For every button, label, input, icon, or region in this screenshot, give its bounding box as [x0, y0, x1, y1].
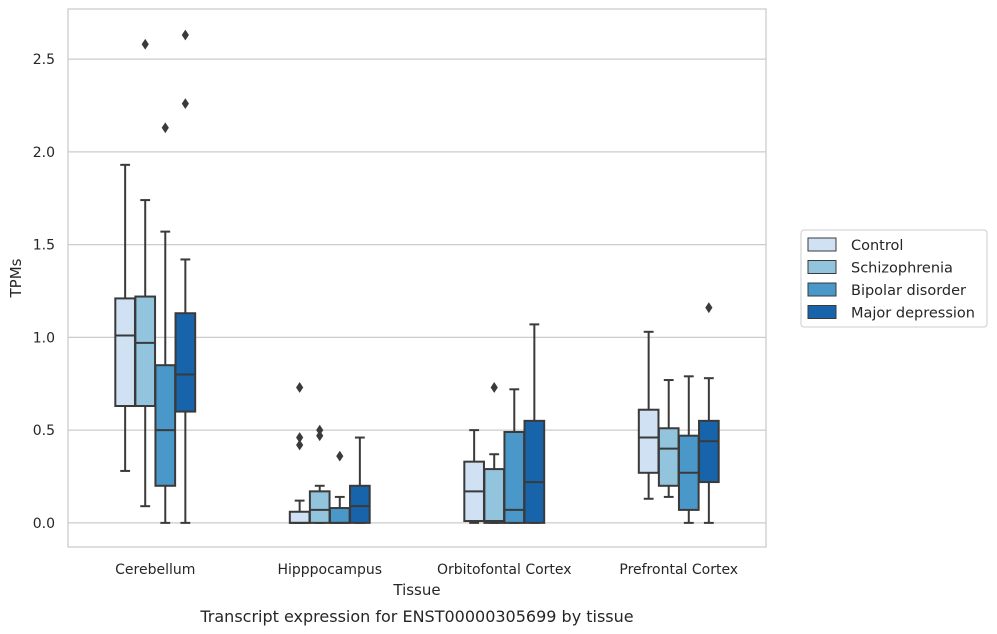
- y-tick-label: 2.0: [33, 145, 55, 161]
- outlier-point: [336, 450, 344, 462]
- legend-swatch: [807, 282, 837, 297]
- outlier-point: [316, 424, 324, 436]
- outlier-point: [181, 29, 189, 41]
- y-tick-labels: 0.0 0.5 1.0 1.5 2.0 2.5: [33, 52, 55, 532]
- box-group: [657, 379, 680, 498]
- y-tick-label: 1.0: [33, 330, 55, 346]
- box-group: [637, 330, 660, 500]
- legend-label: Schizophrenia: [851, 261, 953, 277]
- box-group: [134, 38, 157, 508]
- box-layer: [114, 29, 720, 524]
- legend-label: Bipolar disorder: [851, 283, 966, 299]
- legend-swatch: [807, 305, 837, 319]
- box: [134, 295, 157, 408]
- x-tick-labels: Cerebellum Hipppocampus Orbitofontal Corte…: [115, 562, 738, 578]
- legend-frame: [800, 229, 988, 328]
- outlier-point: [296, 382, 304, 393]
- y-tick-label: 0.0: [33, 516, 55, 532]
- x-axis-label: Tissue: [392, 581, 440, 599]
- outlier-point: [141, 38, 149, 50]
- box-group: [698, 302, 720, 524]
- box: [349, 484, 371, 524]
- box-group: [114, 163, 136, 472]
- x-tick-label: Cerebellum: [115, 562, 195, 578]
- x-tick-label: Orbitofontal Cortex: [437, 562, 572, 578]
- figure-caption: Transcript expression for ENST0000030569…: [199, 607, 633, 626]
- box: [328, 507, 351, 524]
- box: [657, 427, 680, 487]
- outlier-point: [161, 122, 169, 134]
- box-group: [503, 388, 526, 524]
- legend-swatch: [807, 260, 837, 274]
- box-group: [308, 424, 331, 524]
- box-group: [154, 122, 177, 524]
- box-group: [483, 382, 506, 524]
- box: [154, 364, 177, 487]
- outlier-point: [490, 382, 498, 393]
- box-group: [328, 450, 351, 524]
- outlier-point: [705, 302, 713, 314]
- box: [114, 297, 136, 408]
- x-tick-label: Prefrontal Cortex: [619, 562, 738, 578]
- legend: Control Schizophrenia Bipolar disorder Majo…: [800, 229, 988, 328]
- box-group: [463, 429, 485, 524]
- plot-frame: [67, 8, 767, 548]
- box: [308, 490, 331, 524]
- box: [288, 510, 311, 524]
- legend-label: Major depression: [851, 306, 975, 322]
- box-group: [288, 382, 311, 524]
- box: [523, 419, 546, 524]
- y-tick-label: 2.5: [33, 52, 55, 68]
- y-axis-label: TPMs: [7, 258, 25, 298]
- box: [174, 312, 197, 413]
- box: [637, 408, 660, 474]
- y-tick-label: 0.5: [33, 423, 55, 439]
- legend-label: Control: [851, 238, 903, 254]
- outlier-point: [296, 432, 304, 443]
- box-group: [349, 436, 371, 524]
- box: [698, 419, 720, 484]
- outlier-point: [181, 98, 189, 110]
- box-group: [523, 323, 546, 524]
- box: [483, 468, 506, 524]
- legend-items: Control Schizophrenia Bipolar disorder Majo…: [807, 237, 975, 322]
- legend-swatch: [807, 237, 837, 252]
- outlier-point: [316, 430, 324, 442]
- outlier-point: [296, 439, 304, 451]
- y-tick-label: 1.5: [33, 238, 55, 254]
- box-group: [677, 375, 700, 524]
- x-tick-label: Hipppocampus: [277, 562, 382, 578]
- box-group: [174, 29, 197, 524]
